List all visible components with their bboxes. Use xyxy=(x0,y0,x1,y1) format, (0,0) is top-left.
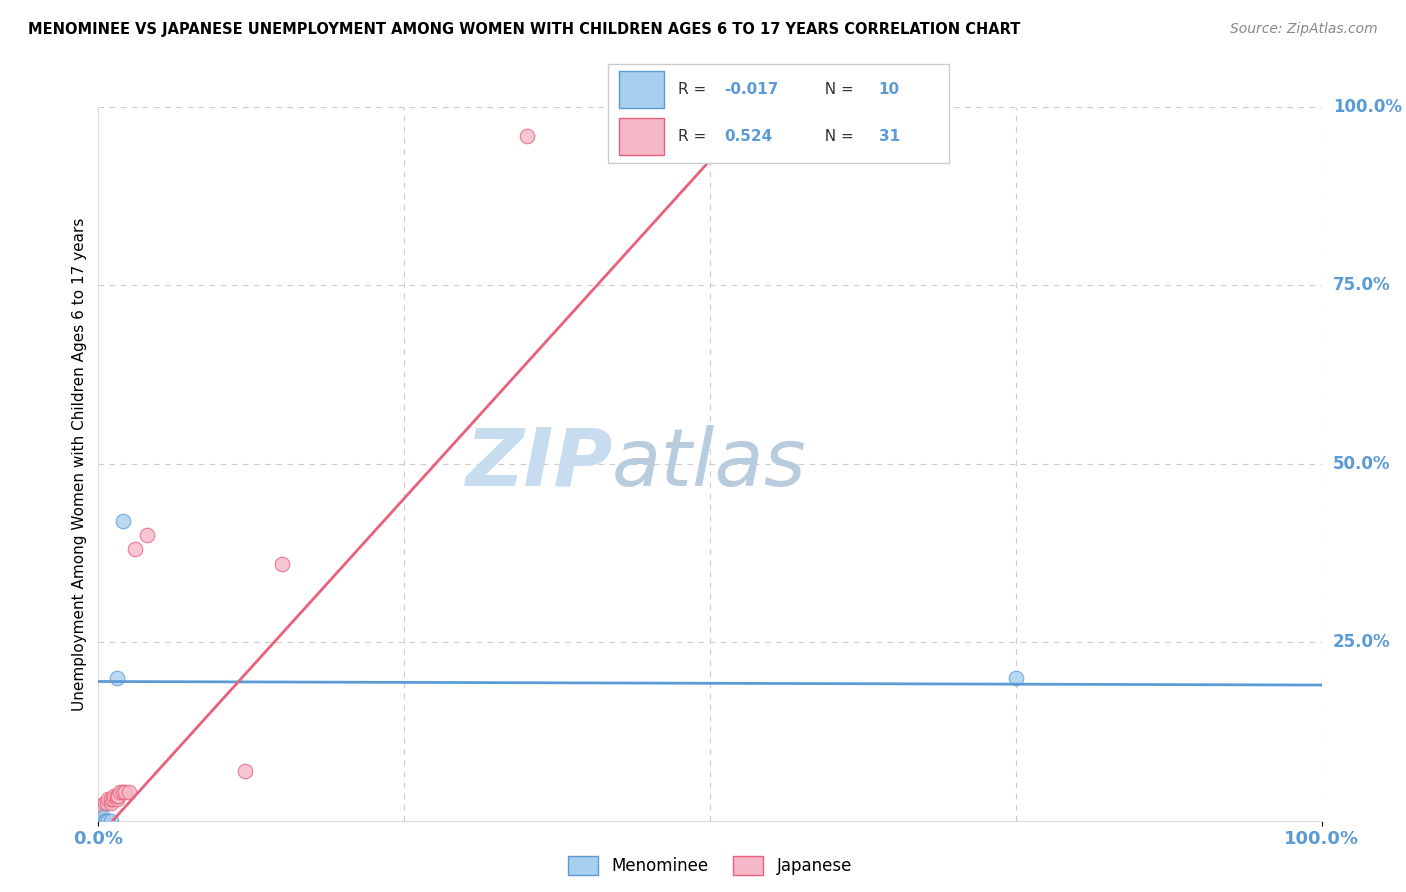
Point xyxy=(87,799,110,814)
Point xyxy=(97,814,120,828)
Text: N =: N = xyxy=(815,128,859,144)
Text: R =: R = xyxy=(678,81,711,96)
Point xyxy=(87,814,110,828)
Point xyxy=(91,797,114,812)
Point xyxy=(90,799,112,814)
Point xyxy=(94,814,117,828)
Point xyxy=(101,792,124,806)
Point xyxy=(87,814,110,828)
Legend: Menominee, Japanese: Menominee, Japanese xyxy=(560,847,860,884)
Text: 100.0%: 100.0% xyxy=(1333,98,1402,116)
Point xyxy=(100,792,122,806)
Point xyxy=(96,796,118,810)
FancyBboxPatch shape xyxy=(609,64,949,163)
Point xyxy=(515,128,537,143)
Point xyxy=(136,528,159,542)
Text: 10: 10 xyxy=(879,81,900,96)
Point xyxy=(111,785,134,799)
Text: -0.017: -0.017 xyxy=(724,81,779,96)
Text: 31: 31 xyxy=(879,128,900,144)
Text: 25.0%: 25.0% xyxy=(1333,633,1391,651)
Text: R =: R = xyxy=(678,128,717,144)
Text: 0.524: 0.524 xyxy=(724,128,772,144)
Point xyxy=(87,806,110,821)
Point xyxy=(93,796,115,810)
Point xyxy=(87,814,110,828)
Point xyxy=(100,796,122,810)
Text: 50.0%: 50.0% xyxy=(1333,455,1391,473)
Point xyxy=(270,557,294,571)
Point xyxy=(233,764,256,778)
Text: atlas: atlas xyxy=(612,425,807,503)
Point xyxy=(87,808,110,822)
Point xyxy=(87,814,110,828)
Point xyxy=(105,789,128,803)
Y-axis label: Unemployment Among Women with Children Ages 6 to 17 years: Unemployment Among Women with Children A… xyxy=(72,217,87,711)
Point xyxy=(91,810,114,824)
Point xyxy=(105,792,128,806)
Point xyxy=(87,803,110,817)
Point xyxy=(100,814,122,828)
Point xyxy=(93,814,115,828)
Point xyxy=(87,805,110,819)
Bar xyxy=(619,70,664,108)
Point xyxy=(105,671,128,685)
Text: N =: N = xyxy=(815,81,859,96)
Point xyxy=(107,789,129,803)
Point xyxy=(111,514,134,528)
Point xyxy=(118,785,141,799)
Point xyxy=(87,810,110,824)
Point xyxy=(124,542,146,557)
Point xyxy=(114,785,136,799)
Text: Source: ZipAtlas.com: Source: ZipAtlas.com xyxy=(1230,22,1378,37)
Point xyxy=(110,785,132,799)
Point xyxy=(97,792,120,806)
Text: MENOMINEE VS JAPANESE UNEMPLOYMENT AMONG WOMEN WITH CHILDREN AGES 6 TO 17 YEARS : MENOMINEE VS JAPANESE UNEMPLOYMENT AMONG… xyxy=(28,22,1021,37)
Text: 75.0%: 75.0% xyxy=(1333,277,1391,294)
Point xyxy=(103,789,125,803)
Point xyxy=(1004,671,1026,685)
Point xyxy=(91,814,114,828)
Text: ZIP: ZIP xyxy=(465,425,612,503)
Point xyxy=(87,814,110,828)
Bar xyxy=(619,118,664,155)
